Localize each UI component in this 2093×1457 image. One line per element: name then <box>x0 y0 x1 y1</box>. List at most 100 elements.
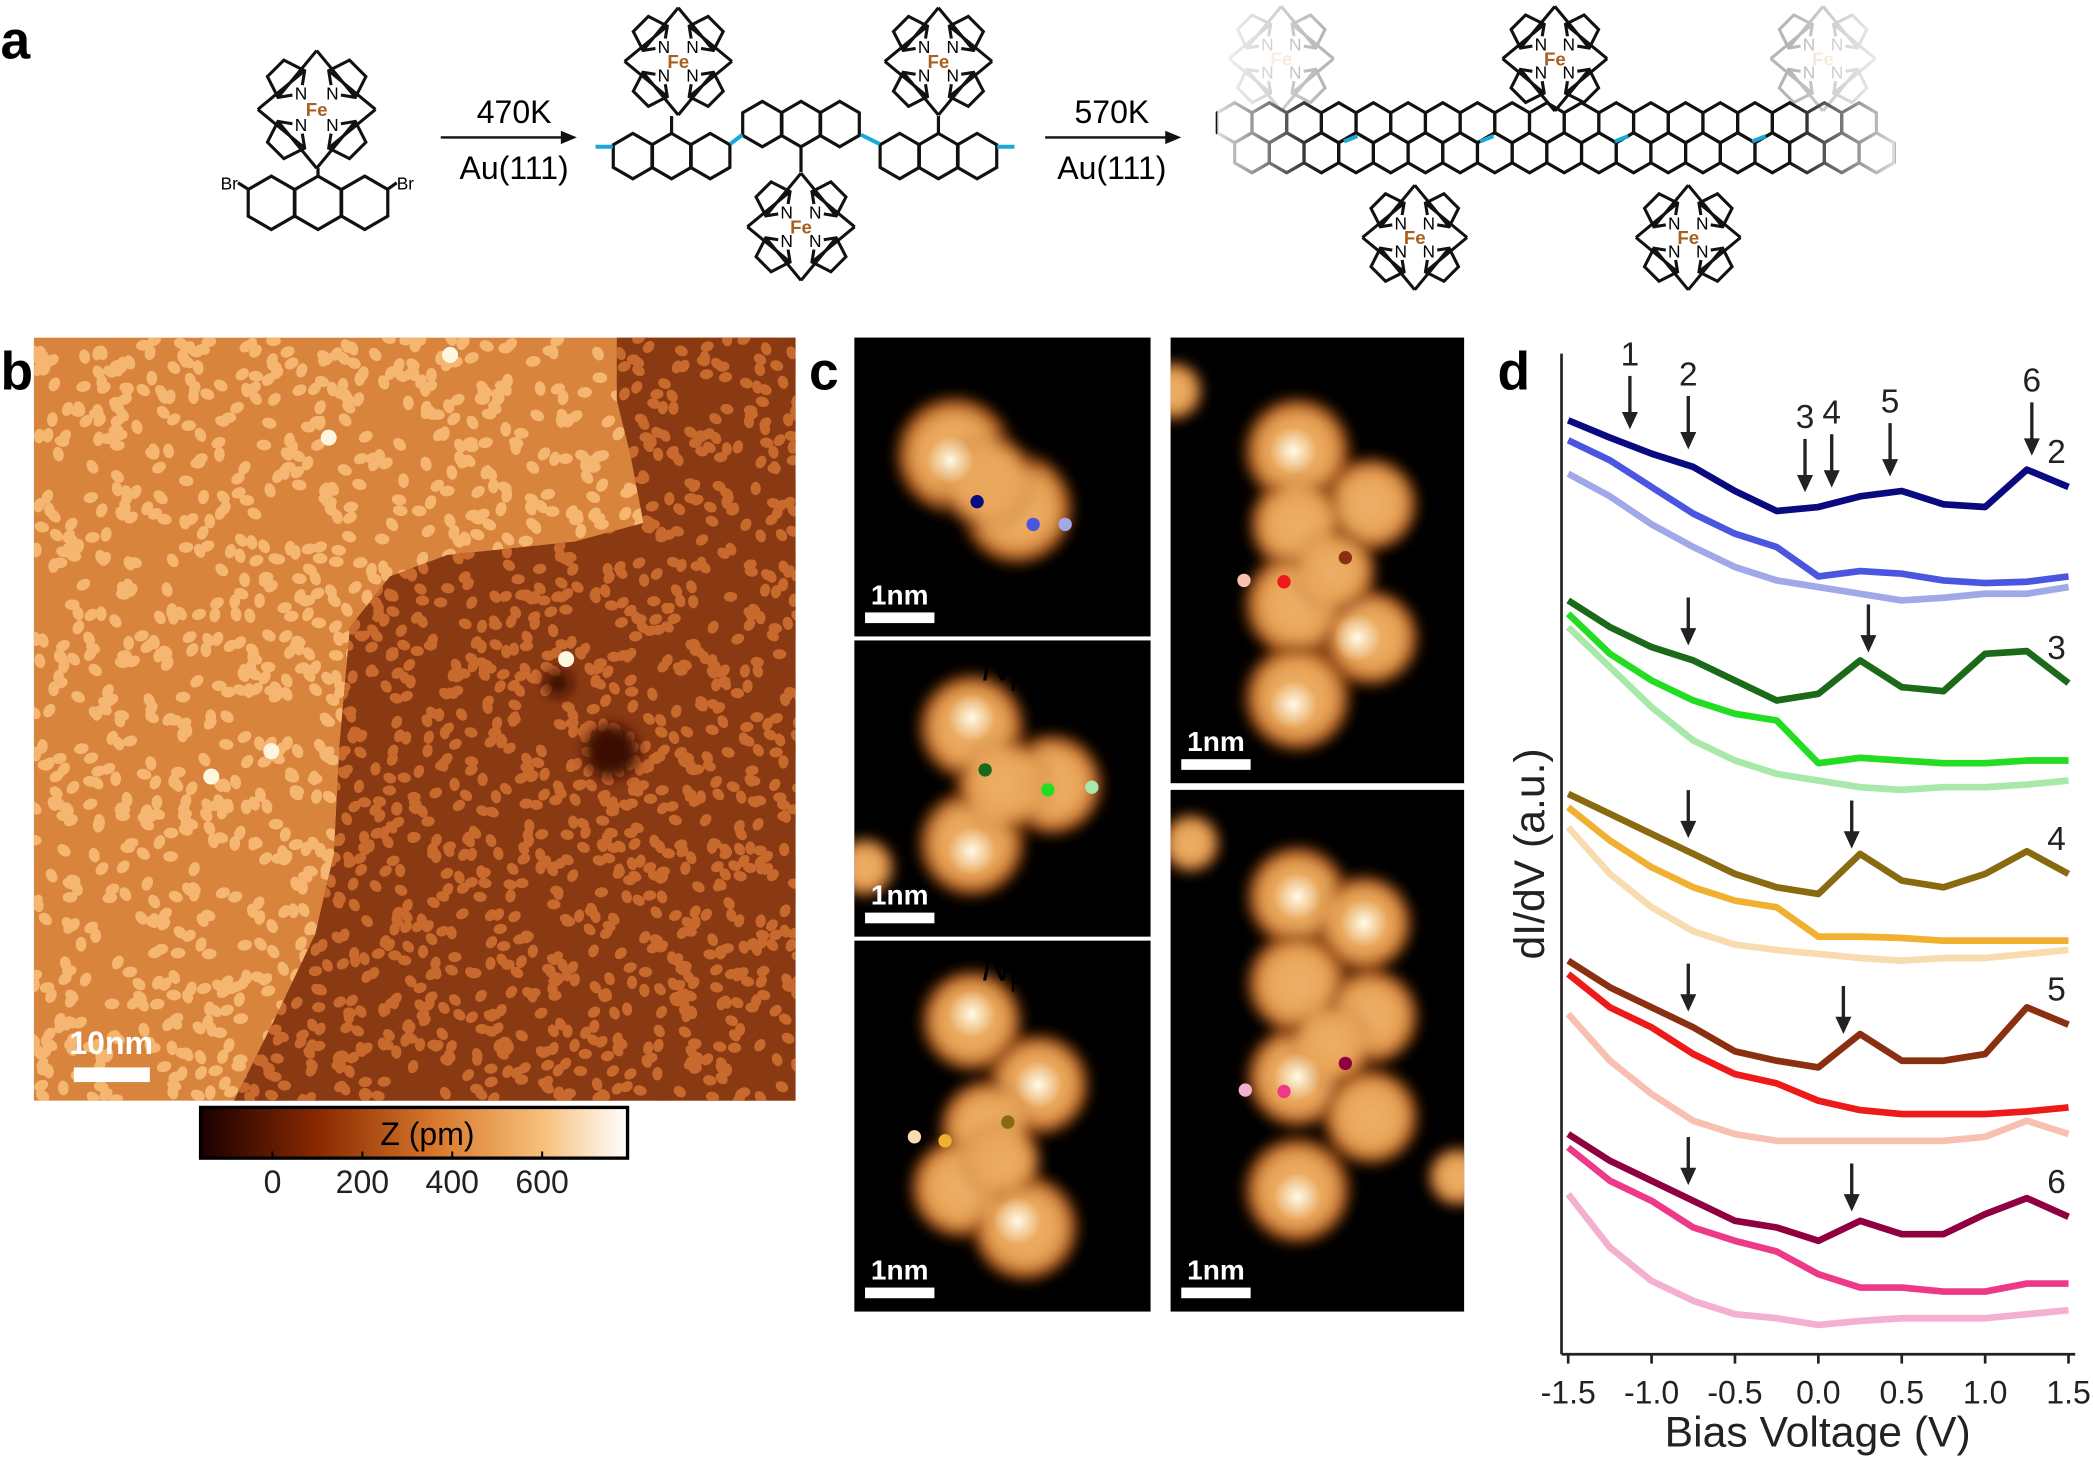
molecule <box>627 975 638 990</box>
molecule <box>229 594 241 609</box>
molecule <box>725 1015 739 1027</box>
pyrrole <box>1563 67 1601 105</box>
molecule <box>63 920 76 934</box>
feature-arrow <box>1680 790 1697 839</box>
molecule <box>406 358 420 371</box>
molecule <box>672 453 684 467</box>
molecule <box>52 753 67 764</box>
bright-spot <box>1269 426 1318 475</box>
molecule <box>527 944 538 958</box>
atom-n: N <box>946 37 959 57</box>
x-tick-label: -0.5 <box>1707 1375 1762 1411</box>
scale-bar-label: 1nm <box>1187 726 1245 757</box>
molecule <box>626 777 640 788</box>
molecule <box>163 827 179 839</box>
molecule <box>102 892 118 904</box>
measurement-point <box>1041 783 1055 797</box>
molecule <box>104 998 120 1010</box>
molecule <box>781 973 793 987</box>
molecule <box>699 351 711 365</box>
molecule <box>97 703 112 716</box>
molecule <box>188 862 200 877</box>
molecule <box>602 920 616 932</box>
molecule <box>446 465 458 480</box>
molecule <box>310 587 325 600</box>
molecule <box>627 699 639 713</box>
molecule <box>770 585 782 599</box>
measurement-point <box>1237 573 1251 588</box>
molecule <box>45 868 58 883</box>
molecule <box>690 494 704 506</box>
molecule <box>106 1030 120 1043</box>
molecule <box>147 337 162 347</box>
molecule <box>503 879 517 890</box>
pyrrole <box>1369 191 1406 229</box>
scale-bar-label: 10nm <box>69 1025 153 1061</box>
molecule <box>655 872 669 884</box>
molecule <box>211 680 227 692</box>
panel-letter: c <box>809 343 839 402</box>
molecule <box>136 383 150 397</box>
molecule <box>383 1029 395 1041</box>
molecule <box>485 834 497 847</box>
lobe-core <box>1262 489 1332 559</box>
molecule <box>587 454 602 466</box>
molecule <box>535 1046 548 1059</box>
atom-bg <box>1420 214 1438 233</box>
molecule <box>733 819 745 833</box>
molecule <box>158 907 172 921</box>
molecule <box>453 1009 466 1021</box>
x-tick-label: 0.5 <box>1879 1375 1924 1411</box>
molecule <box>700 341 714 353</box>
molecule <box>487 1092 500 1101</box>
molecule <box>369 880 382 893</box>
molecule <box>493 923 507 935</box>
atom-bg <box>915 67 933 85</box>
atom-bg <box>778 203 796 222</box>
molecule <box>116 408 129 422</box>
molecule <box>769 929 783 941</box>
molecule <box>33 1033 40 1047</box>
molecule <box>359 952 370 966</box>
molecule <box>355 1005 367 1018</box>
molecule <box>416 1009 430 1021</box>
peak-arrow <box>1621 375 1638 430</box>
molecule <box>457 455 471 469</box>
pyrrole <box>1697 191 1734 229</box>
molecule <box>592 855 606 866</box>
molecule <box>295 936 307 951</box>
molecule <box>353 852 367 864</box>
molecule <box>62 529 75 543</box>
molecule <box>755 610 766 625</box>
molecule <box>476 865 487 879</box>
molecule <box>508 699 522 711</box>
molecule <box>620 486 635 498</box>
molecule <box>246 535 258 550</box>
molecule <box>515 589 529 600</box>
title-symbol: N <box>1295 796 1323 839</box>
molecule <box>241 754 254 769</box>
molecule <box>703 441 716 453</box>
colorbar-tick-label: 200 <box>336 1164 389 1200</box>
molecule <box>488 401 502 414</box>
molecule <box>733 967 746 980</box>
molecule <box>507 714 521 725</box>
molecule <box>752 818 764 831</box>
molecule <box>712 788 725 801</box>
molecule <box>388 950 402 961</box>
molecule <box>716 1057 728 1070</box>
molecule <box>374 533 390 545</box>
molecule <box>574 647 586 660</box>
molecule <box>544 606 558 618</box>
molecule <box>547 1024 559 1038</box>
arrow-head <box>1860 635 1877 653</box>
bond <box>1634 201 1679 239</box>
molecule <box>453 870 465 884</box>
atom-fe: Fe <box>1404 227 1426 248</box>
molecule <box>203 821 216 836</box>
molecule <box>391 914 404 928</box>
molecule <box>260 661 276 673</box>
molecule <box>517 853 531 865</box>
atom-bg <box>1665 214 1683 233</box>
